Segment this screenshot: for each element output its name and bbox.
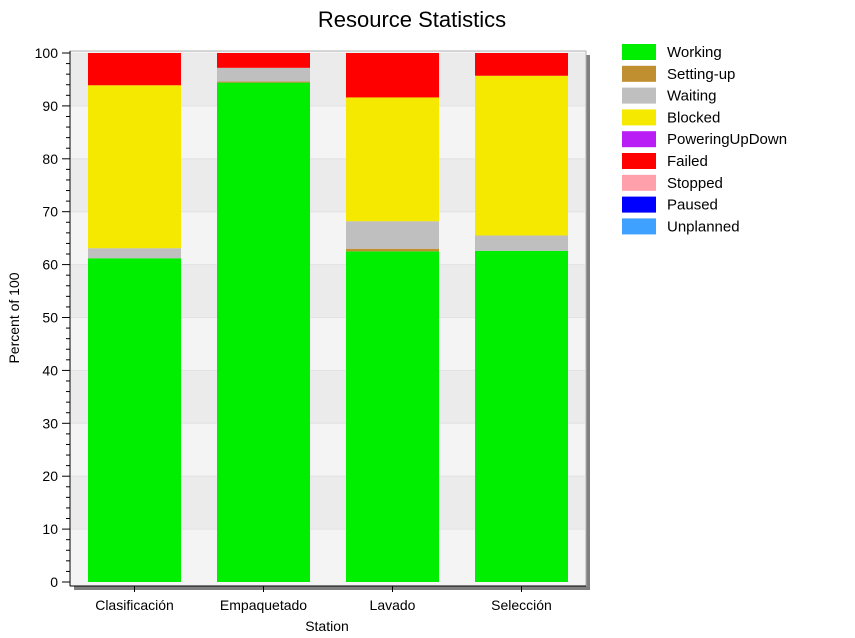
- bar-segment: [475, 250, 568, 582]
- y-tick-label: 100: [35, 45, 59, 61]
- bar-segment: [217, 67, 310, 82]
- bar-segment: [88, 85, 181, 249]
- y-axis: 0 10 20 30 40 50 60 70 80 90 100: [35, 45, 71, 590]
- bar-segment: [346, 97, 439, 222]
- legend-label: Stopped: [667, 175, 723, 192]
- legend-label: Paused: [667, 197, 718, 214]
- chart-title: Resource Statistics: [318, 7, 506, 32]
- y-tick-label: 10: [42, 521, 58, 537]
- y-tick-label: 90: [42, 98, 58, 114]
- x-tick-label: Lavado: [370, 597, 416, 613]
- bar-segment: [475, 75, 568, 236]
- legend-label: Setting-up: [667, 66, 735, 83]
- bar-segment: [346, 248, 439, 252]
- legend-swatch: [622, 131, 656, 148]
- y-tick-label: 40: [42, 362, 58, 378]
- x-tick-label: Clasificación: [95, 597, 174, 613]
- x-tick-label: Selección: [491, 597, 552, 613]
- x-axis: Clasificación Empaquetado Lavado Selección: [70, 585, 586, 613]
- bar-segment: [88, 248, 181, 259]
- x-tick-label: Empaquetado: [220, 597, 307, 613]
- y-tick-label: 0: [50, 574, 58, 590]
- legend-swatch: [622, 109, 656, 126]
- bar-segment: [475, 53, 568, 76]
- bar-segment: [88, 258, 181, 582]
- bar-segment: [346, 53, 439, 98]
- y-tick-label: 70: [42, 204, 58, 220]
- x-axis-label: Station: [305, 618, 349, 634]
- legend-swatch: [622, 153, 656, 169]
- y-tick-label: 50: [42, 310, 58, 326]
- legend-swatch: [622, 174, 656, 191]
- legend-label: Blocked: [667, 109, 720, 126]
- bar-segment: [88, 53, 181, 86]
- bars: [88, 53, 568, 583]
- legend: Working Setting-up Waiting Blocked PoweringU…: [622, 44, 787, 235]
- legend-swatch: [622, 44, 656, 60]
- y-tick-label: 20: [42, 468, 58, 484]
- y-axis-label: Percent of 100: [6, 272, 22, 363]
- legend-label: Working: [667, 44, 722, 61]
- legend-label: Unplanned: [667, 218, 740, 235]
- bar-segment: [475, 235, 568, 251]
- legend-label: Waiting: [667, 88, 716, 105]
- legend-label: Failed: [667, 153, 708, 170]
- legend-swatch: [622, 87, 656, 104]
- bar-segment: [217, 82, 310, 583]
- y-tick-label: 80: [42, 151, 58, 167]
- bar-segment: [346, 221, 439, 249]
- legend-swatch: [622, 65, 656, 82]
- bar-segment: [217, 53, 310, 68]
- y-tick-label: 60: [42, 257, 58, 273]
- legend-swatch: [622, 218, 656, 235]
- legend-label: PoweringUpDown: [667, 131, 787, 148]
- y-tick-label: 30: [42, 415, 58, 431]
- legend-swatch: [622, 196, 656, 213]
- bar-segment: [217, 81, 310, 83]
- bar-segment: [346, 251, 439, 582]
